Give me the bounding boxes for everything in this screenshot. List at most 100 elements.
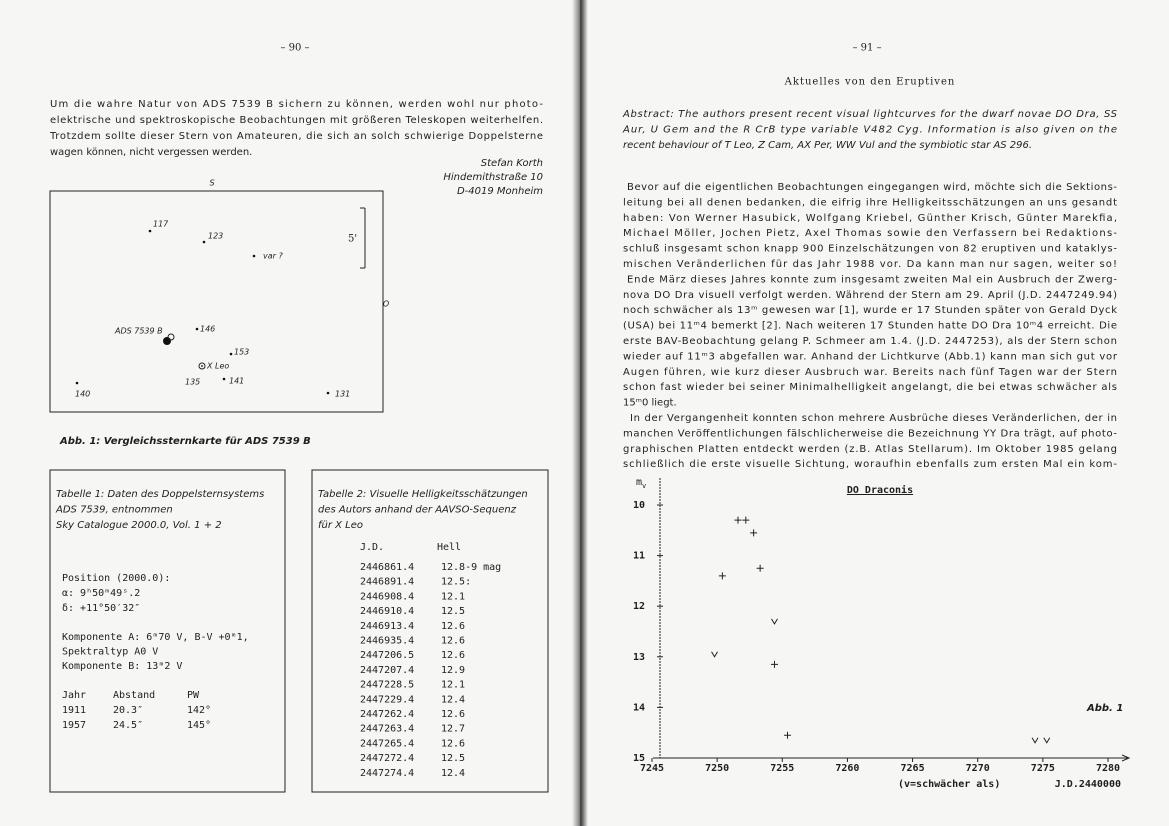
target-star-ring (167, 333, 175, 341)
y-axis-label-sub: v (642, 482, 646, 490)
star-dot (252, 254, 256, 258)
scale-label: 5' (348, 234, 357, 245)
direction-label: S (209, 179, 214, 188)
signature-line: Stefan Korth (481, 158, 543, 169)
body-line: leitung bei all denen bedanken, die eifr… (623, 197, 1117, 208)
star-dot (326, 391, 330, 395)
table-cell: 2446910.4 (360, 606, 414, 617)
star-label: 135 (185, 378, 200, 387)
table-cell: 2446908.4 (360, 591, 414, 602)
data-point (770, 660, 778, 668)
x-tick-label: 7250 (705, 763, 729, 774)
y-axis-label: mv (636, 477, 646, 490)
body-line: mischen Veränderlichen für das Jahr 1988… (623, 259, 1117, 270)
table-cell: 2446861.4 (360, 562, 414, 573)
page-number: – 90 – (280, 43, 309, 54)
table-cell: 12.4 (441, 768, 465, 779)
body-line: Michael Möller, Jochen Pietz, Axel Thoma… (623, 228, 1117, 239)
data-point (711, 651, 718, 658)
gutter (572, 0, 588, 826)
star-dot (222, 377, 226, 381)
star-dot (75, 381, 79, 385)
table-cell: 142° (187, 705, 211, 716)
table-text: Komponente B: 13ᵐ2 V (62, 661, 182, 672)
table-cell: 12.5 (441, 606, 465, 617)
table-title: des Autors anhand der AAVSO-Sequenz (318, 505, 517, 516)
article-title: Aktuelles von den Eruptiven (784, 77, 956, 88)
page-number: – 91 – (852, 43, 881, 54)
body-line: Ende März dieses Jahres konnte zum insge… (627, 274, 1117, 285)
star-label: 131 (335, 390, 350, 399)
x-axis-label: J.D.2440000 (1055, 779, 1121, 790)
abstract-line: Aur, U Gem and the R CrB type variable V… (622, 125, 1117, 136)
x-tick-label: 7260 (835, 763, 859, 774)
table2-frame (311, 469, 549, 793)
table-cell: 12.5: (441, 577, 471, 588)
body-line: 15ᵐ0 liegt. (623, 398, 677, 409)
table-text: α: 9ʰ50ᵐ49ˢ.2 (62, 588, 140, 599)
table-title: ADS 7539, entnommen (55, 505, 173, 516)
data-point (756, 564, 764, 572)
body-line: noch schwächer als 13ᵐ gewesen war [1], … (623, 305, 1117, 316)
data-point (783, 731, 791, 739)
table-cell: 2447228.5 (360, 680, 414, 691)
data-point (734, 516, 742, 524)
table-cell: 2446935.4 (360, 636, 414, 647)
table-cell: 2447229.4 (360, 694, 414, 705)
signature-line: Hindemithstraße 10 (443, 172, 543, 183)
star-dot (148, 229, 152, 233)
star-label: 123 (208, 232, 223, 241)
finder-chart-frame (49, 190, 384, 413)
body-line: Augen führen, wie kurz dieser Ausbruch w… (623, 367, 1117, 378)
table-cell: 2446891.4 (360, 577, 414, 588)
star-label: 140 (75, 390, 90, 399)
x-tick-label: 7265 (901, 763, 925, 774)
table-cell: 1957 (62, 720, 86, 731)
x-tick-label: 7275 (1031, 763, 1055, 774)
table-cell: 12.6 (441, 650, 465, 661)
table-cell: 12.5 (441, 753, 465, 764)
y-tick-label: 14 (633, 702, 645, 713)
table-header: J.D. (360, 542, 384, 553)
body-line: nova DO Dra visuell verfolgt werden. Wäh… (623, 290, 1117, 301)
body-line: Bevor auf die eigentlichen Beobachtungen… (627, 182, 1117, 193)
figure-title: DO Draconis (847, 484, 913, 496)
paragraph-line: wagen können, nicht vergessen werden. (50, 147, 252, 158)
y-axis-label-main: m (636, 477, 642, 488)
data-point (1043, 737, 1051, 744)
data-point (750, 529, 758, 537)
x-tick-label: 7245 (640, 763, 664, 774)
figure-caption: Abb. 1: Vergleichssternkarte für ADS 753… (59, 436, 311, 447)
table-text: δ: +11°50′32″ (62, 603, 140, 614)
target-star (163, 337, 171, 345)
body-line: In der Vergangenheit konnten schon mehre… (630, 413, 1117, 424)
table-cell: 12.6 (441, 738, 465, 749)
table-cell: 24.5″ (113, 720, 143, 731)
table-cell: 2447272.4 (360, 753, 414, 764)
table-cell: 20.3″ (113, 705, 143, 716)
table-cell: 12.6 (441, 621, 465, 632)
body-line: manchen Veröffentlichungen fälschlicherw… (623, 428, 1117, 439)
star-dot (195, 327, 199, 331)
paragraph-line: elektrische und spektroskopische Beobach… (50, 115, 543, 126)
body-line: erste BAV-Beobachtung gelang P. Schmeer … (623, 336, 1117, 347)
table-cell: 12.4 (441, 694, 465, 705)
table-cell: 12.6 (441, 709, 465, 720)
body-line: schließlich die erste visuelle Sichtung,… (623, 459, 1117, 470)
table-cell: 2447274.4 (360, 768, 414, 779)
star-dot (201, 365, 203, 367)
table-text: Position (2000.0): (62, 573, 170, 584)
direction-label: O (383, 300, 389, 309)
figure-note: (v=schwächer als) (898, 779, 1000, 790)
table-cell: 12.6 (441, 636, 465, 647)
y-tick-label: 15 (633, 753, 645, 764)
table-cell: 2447206.5 (360, 650, 414, 661)
target-label: ADS 7539 B (114, 327, 163, 336)
table-cell: 2447262.4 (360, 709, 414, 720)
figure-label: Abb. 1 (1086, 703, 1123, 714)
paragraph-line: Trotzdem sollte dieser Stern von Amateur… (49, 131, 543, 142)
table-cell: 12.9 (441, 665, 465, 676)
table-cell: 12.1 (441, 591, 465, 602)
table-text: Spektraltyp A0 V (62, 647, 158, 658)
